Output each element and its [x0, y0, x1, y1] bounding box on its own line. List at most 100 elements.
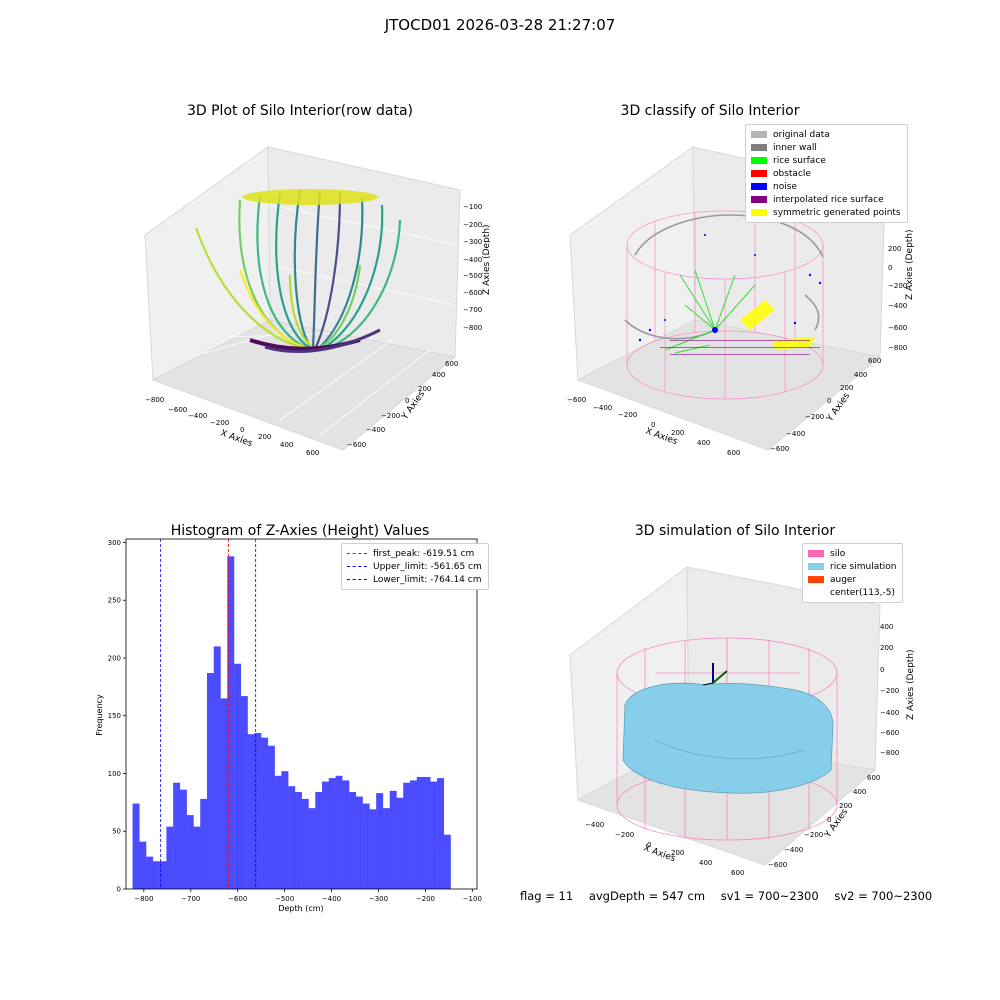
y-tick: 200: [839, 802, 852, 810]
histogram-bar: [281, 771, 289, 889]
y-tick: 0: [405, 397, 409, 405]
histogram-frame: [125, 538, 478, 890]
simulation-z-label: Z Axies (Depth): [906, 649, 915, 720]
x-tick: −200: [210, 419, 229, 427]
classify-3d-plot[interactable]: −600 −400 −200 0 200 400 600 800 −600 −4…: [555, 125, 915, 455]
histogram-bar: [173, 782, 181, 889]
x-tick-label: −300: [369, 895, 388, 903]
legend-item: original data: [751, 128, 901, 141]
y-tick: 0: [827, 397, 831, 405]
x-tick-label: −700: [181, 895, 200, 903]
histogram-bar: [227, 556, 235, 889]
legend-item: Lower_limit: -764.14 cm: [347, 573, 482, 586]
histogram-bar: [254, 733, 262, 889]
histogram-bar: [396, 797, 404, 889]
y-tick: 600: [868, 357, 881, 365]
classify-noise: [638, 234, 822, 342]
y-tick: −400: [786, 430, 805, 438]
z-tick: 200: [888, 245, 901, 253]
histogram-x-ticks: −800 −700 −600 −500 −400 −300 −200 −100: [134, 889, 482, 903]
status-avg-depth: avgDepth = 547 cm: [588, 889, 706, 903]
classify-legend: original data inner wall rice surface ob…: [745, 124, 908, 223]
histogram-bar: [166, 826, 174, 889]
histogram-bar: [146, 856, 154, 889]
legend-line: [347, 553, 367, 554]
y-tick-label: 50: [112, 828, 121, 836]
histogram-bar: [193, 826, 201, 889]
z-tick: −600: [880, 729, 899, 737]
y-tick: −600: [770, 445, 789, 453]
raw-3d-plot[interactable]: −800 −600 −400 −200 0 200 400 600 800 −6…: [130, 125, 490, 455]
x-tick: 0: [240, 426, 244, 434]
x-tick-label: −600: [228, 895, 247, 903]
simulation-3d-plot[interactable]: −400 −200 0 200 400 600 −600 −400 −200 0…: [555, 545, 915, 875]
x-tick-label: −500: [275, 895, 294, 903]
legend-item: noise: [751, 180, 901, 193]
legend-item: silo: [808, 547, 896, 560]
z-tick: −300: [463, 238, 482, 246]
legend-swatch: [751, 196, 767, 203]
histogram-bar: [349, 791, 357, 889]
histogram-y-label: Frequency: [95, 694, 104, 736]
z-tick: −400: [463, 256, 482, 264]
histogram-bar: [362, 803, 370, 889]
x-tick: −200: [615, 831, 634, 839]
legend-line: [347, 579, 367, 580]
legend-item: symmetric generated points: [751, 206, 901, 219]
histogram-bar: [315, 791, 323, 889]
histogram-bar: [288, 786, 296, 889]
y-tick: −600: [768, 861, 787, 869]
raw-z-label: Z Axies (Depth): [482, 224, 490, 295]
x-tick: 400: [699, 859, 712, 867]
histogram-bar: [207, 672, 214, 889]
z-tick: −600: [463, 289, 482, 297]
histogram-bar: [416, 776, 424, 889]
x-tick-label: −800: [134, 895, 153, 903]
legend-swatch: [751, 144, 767, 151]
z-tick: −800: [880, 749, 899, 757]
histogram-bar: [430, 781, 438, 889]
z-tick: 400: [880, 623, 893, 631]
classify-rice-surface: [664, 269, 756, 354]
classify-plot-title: 3D classify of Silo Interior: [620, 103, 800, 119]
legend-swatch: [751, 170, 767, 177]
y-tick-label: 200: [108, 654, 121, 662]
x-tick: 600: [727, 449, 740, 455]
x-tick: −400: [585, 821, 604, 829]
legend-swatch: [751, 157, 767, 164]
y-tick: −400: [784, 846, 803, 854]
legend-swatch: [808, 563, 824, 570]
z-tick: −600: [888, 324, 907, 332]
x-tick-label: −200: [416, 895, 435, 903]
histogram-bar: [376, 793, 384, 889]
x-tick: 600: [731, 869, 744, 875]
histogram-bar: [403, 782, 411, 889]
x-tick: −400: [188, 412, 207, 420]
status-sv2: sv2 = 700~2300: [834, 889, 933, 903]
histogram-bar: [186, 815, 194, 889]
status-line: flag = 11 avgDepth = 547 cm sv1 = 700~23…: [520, 889, 944, 903]
y-tick-label: 250: [108, 597, 121, 605]
y-tick-label: 150: [108, 712, 121, 720]
x-tick: 0: [651, 421, 655, 429]
histogram-legend: first_peak: -619.51 cm Upper_limit: -561…: [341, 543, 489, 590]
histogram-chart[interactable]: −800 −700 −600 −500 −400 −300 −200 −100 0 50 100 1…: [90, 535, 490, 920]
histogram-bar: [437, 778, 445, 889]
histogram-bar: [267, 745, 275, 889]
y-tick: 600: [445, 360, 458, 368]
histogram-bar: [294, 791, 302, 889]
simulation-x-label: X Axies: [642, 843, 677, 864]
histogram-bar: [328, 778, 336, 889]
histogram-bar: [261, 737, 269, 889]
status-sv1: sv1 = 700~2300: [720, 889, 819, 903]
x-tick: 200: [671, 849, 684, 857]
z-tick: −400: [888, 302, 907, 310]
classify-interpolated-surface: [660, 340, 820, 355]
x-tick: 400: [697, 439, 710, 447]
legend-item: first_peak: -619.51 cm: [347, 547, 482, 560]
histogram-bars: [132, 556, 451, 889]
histogram-bar: [382, 808, 390, 889]
legend-line: [347, 566, 367, 567]
histogram-bar: [139, 841, 147, 889]
y-tick: −200: [804, 831, 823, 839]
